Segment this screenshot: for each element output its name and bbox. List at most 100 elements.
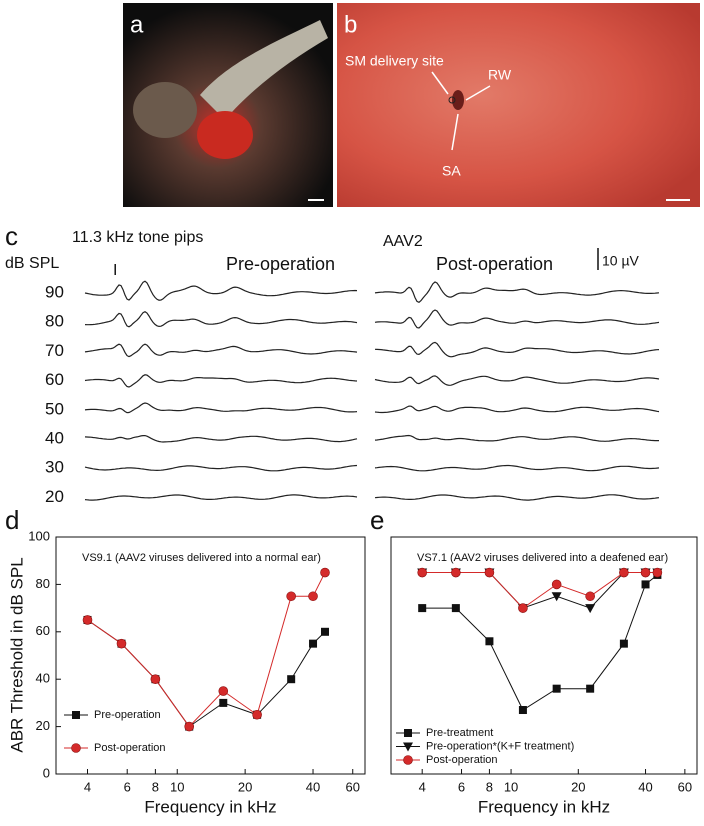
trace — [84, 280, 358, 301]
arrow — [431, 71, 449, 95]
marker — [184, 721, 195, 732]
arrow — [465, 85, 491, 101]
sa-label: SA — [442, 163, 461, 179]
marker — [585, 591, 595, 602]
trace — [374, 309, 660, 329]
photo-ear — [133, 82, 197, 138]
x-label: Frequency in kHz — [478, 797, 610, 816]
level-label: 90 — [45, 282, 64, 301]
marker — [82, 615, 93, 625]
wave-label: I — [113, 262, 117, 279]
marker — [586, 684, 595, 693]
plot-frame — [55, 536, 366, 775]
legend-marker — [71, 743, 81, 753]
legend-marker — [403, 742, 413, 752]
marker — [451, 567, 461, 578]
x-tick-label: 4 — [419, 779, 426, 794]
y-label: dB SPL — [5, 255, 59, 272]
right-title: Post-operation — [436, 254, 553, 274]
annotation: VS9.1 (AAV2 viruses delivered into a nor… — [82, 552, 321, 564]
x-tick-label: 20 — [238, 779, 252, 794]
marker — [252, 709, 262, 720]
series-line — [422, 572, 658, 609]
trace — [374, 375, 660, 386]
legend-label: Post-operation — [94, 742, 166, 754]
x-tick-label: 60 — [678, 779, 692, 794]
level-label: 50 — [45, 399, 64, 418]
y-tick-label: 0 — [43, 765, 50, 780]
photo-tissue — [197, 111, 253, 159]
y-tick-label: 20 — [36, 718, 50, 733]
site-label: SM delivery site — [345, 53, 444, 69]
legend-label: Pre-treatment — [426, 727, 493, 739]
y-tick-label: 100 — [28, 528, 50, 543]
trace — [374, 341, 660, 358]
marker — [116, 638, 127, 649]
marker — [418, 604, 427, 613]
level-label: 40 — [45, 428, 64, 447]
level-label: 30 — [45, 458, 64, 477]
x-tick-label: 10 — [504, 779, 518, 794]
marker — [552, 684, 561, 693]
panel-label: c — [5, 221, 18, 251]
trace — [374, 405, 660, 414]
marker — [417, 567, 427, 578]
marker — [551, 579, 562, 590]
x-tick-label: 4 — [84, 779, 91, 794]
stimulus: 11.3 kHz tone pips — [72, 229, 203, 246]
legend-label: Post-operation — [426, 754, 498, 766]
y-label: ABR Threshold in dB SPL — [7, 557, 26, 752]
marker — [641, 580, 650, 589]
x-tick-label: 20 — [571, 779, 585, 794]
legend-marker — [403, 755, 413, 765]
legend-label: Pre-operation*(K+F treatment) — [426, 740, 574, 752]
photo-site — [448, 96, 456, 104]
y-tick-label: 40 — [36, 671, 50, 686]
trace — [84, 374, 358, 388]
level-label: 70 — [45, 341, 64, 360]
marker — [320, 567, 330, 578]
marker — [485, 637, 494, 646]
y-tick-label: 80 — [36, 576, 50, 591]
marker — [585, 604, 596, 614]
panel-label: d — [5, 505, 19, 535]
panel-label: a — [130, 11, 144, 38]
x-tick-label: 10 — [170, 779, 184, 794]
trace — [374, 494, 660, 501]
level-label: 80 — [45, 312, 64, 331]
marker — [218, 686, 229, 696]
marker — [640, 567, 651, 578]
left-title: Pre-operation — [226, 254, 335, 274]
scale-label: 10 µV — [602, 253, 640, 269]
photo-b — [337, 3, 700, 207]
x-label: Frequency in kHz — [144, 797, 276, 816]
marker — [619, 639, 628, 648]
trace — [84, 343, 358, 358]
photo-rw — [452, 90, 464, 110]
trace — [84, 311, 358, 328]
marker — [551, 592, 562, 602]
marker — [619, 567, 629, 578]
series-line — [422, 572, 658, 609]
marker — [219, 698, 228, 707]
marker — [320, 627, 329, 636]
marker — [287, 675, 296, 684]
level-label: 60 — [45, 370, 64, 389]
legend-marker — [72, 711, 80, 719]
trace — [374, 464, 660, 472]
marker — [451, 604, 460, 613]
trace — [374, 434, 659, 442]
marker — [150, 674, 161, 685]
legend-marker — [404, 729, 412, 737]
trace — [84, 435, 358, 443]
rw-label: RW — [488, 67, 512, 83]
marker — [286, 591, 296, 602]
x-tick-label: 6 — [124, 779, 131, 794]
x-tick-label: 8 — [486, 779, 493, 794]
marker — [484, 567, 495, 578]
trace — [84, 402, 358, 414]
arrow — [451, 113, 459, 151]
x-tick-label: 8 — [152, 779, 159, 794]
x-tick-label: 60 — [346, 779, 360, 794]
